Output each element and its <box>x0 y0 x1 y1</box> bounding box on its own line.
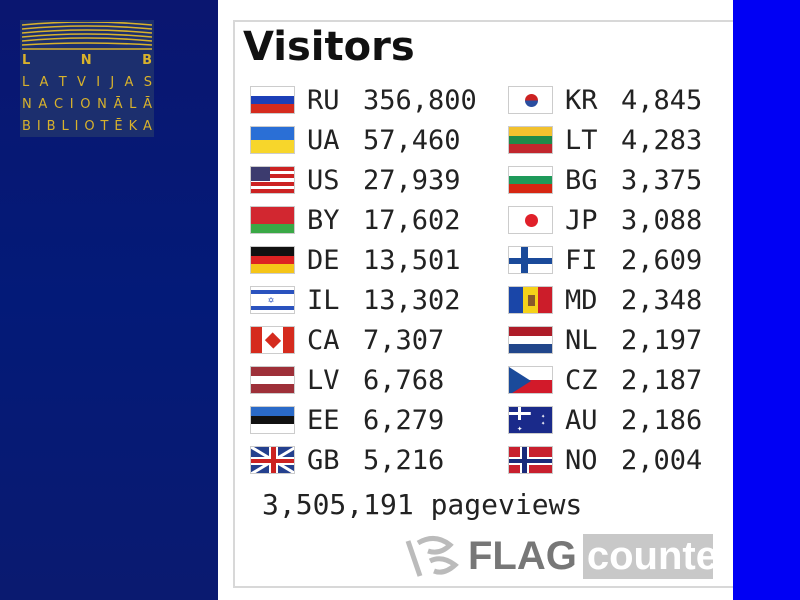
flag-ca-icon <box>250 326 295 354</box>
flag-kr-icon <box>508 86 553 114</box>
flag-us-icon <box>250 166 295 194</box>
country-row: BG 3,375 <box>508 162 702 198</box>
brand-counter-text: counter <box>582 533 713 579</box>
country-row: LV 6,768 <box>250 362 444 398</box>
visitor-count: 6,279 <box>363 404 445 436</box>
flag-ua-icon <box>250 126 295 154</box>
flag-bg-icon <box>508 166 553 194</box>
flag-md-icon <box>508 286 553 314</box>
country-row: CZ 2,187 <box>508 362 702 398</box>
country-row: MD 2,348 <box>508 282 702 318</box>
country-row: ✦ ✦ ✦ AU 2,186 <box>508 402 702 438</box>
flag-ee-icon <box>250 406 295 434</box>
visitor-count: 5,216 <box>363 444 445 476</box>
visitor-count: 2,187 <box>621 364 703 396</box>
country-row: EE 6,279 <box>250 402 444 438</box>
country-code: NO <box>565 444 598 476</box>
country-code: US <box>307 164 340 196</box>
visitor-count: 17,602 <box>363 204 461 236</box>
flag-gb-icon <box>250 446 295 474</box>
country-code: CA <box>307 324 340 356</box>
country-code: RU <box>307 84 340 116</box>
visitor-count: 13,302 <box>363 284 461 316</box>
visitor-count: 4,845 <box>621 84 703 116</box>
country-code: BG <box>565 164 598 196</box>
visitor-count: 57,460 <box>363 124 461 156</box>
country-code: KR <box>565 84 598 116</box>
visitor-count: 2,186 <box>621 404 703 436</box>
country-row: BY 17,602 <box>250 202 461 238</box>
flag-counter-widget[interactable] <box>233 20 753 588</box>
country-row: DE 13,501 <box>250 242 461 278</box>
country-row: NL 2,197 <box>508 322 702 358</box>
flag-jp-icon <box>508 206 553 234</box>
country-row: GB 5,216 <box>250 442 444 478</box>
waves-icon <box>22 22 152 50</box>
logo-letter: N <box>80 53 92 68</box>
country-code: FI <box>565 244 598 276</box>
country-row: FI 2,609 <box>508 242 702 278</box>
visitor-count: 4,283 <box>621 124 703 156</box>
country-code: LT <box>565 124 598 156</box>
flag-lv-icon <box>250 366 295 394</box>
flag-no-icon <box>508 446 553 474</box>
country-code: UA <box>307 124 340 156</box>
visitor-count: 13,501 <box>363 244 461 276</box>
visitor-count: 3,375 <box>621 164 703 196</box>
country-row: LT 4,283 <box>508 122 702 158</box>
country-row: KR 4,845 <box>508 82 702 118</box>
flag-counter-brand[interactable]: FLAG counter <box>400 530 713 582</box>
flag-il-icon: ✡ <box>250 286 295 314</box>
flag-by-icon <box>250 206 295 234</box>
country-code: CZ <box>565 364 598 396</box>
country-code: BY <box>307 204 340 236</box>
country-code: LV <box>307 364 340 396</box>
widget-title: Visitors <box>243 24 415 70</box>
logo-letter: B <box>142 53 152 68</box>
country-row: US 27,939 <box>250 162 461 198</box>
country-row: JP 3,088 <box>508 202 702 238</box>
visitor-count: 356,800 <box>363 84 477 116</box>
country-code: JP <box>565 204 598 236</box>
logo-letter: L <box>22 53 31 68</box>
country-code: EE <box>307 404 340 436</box>
country-row: ✡ IL 13,302 <box>250 282 461 318</box>
pageviews: 3,505,191 pageviews <box>262 488 583 521</box>
visitor-count: 7,307 <box>363 324 445 356</box>
flag-de-icon <box>250 246 295 274</box>
flag-nl-icon <box>508 326 553 354</box>
country-code: IL <box>307 284 340 316</box>
flag-cz-icon <box>508 366 553 394</box>
visitor-count: 3,088 <box>621 204 703 236</box>
country-code: NL <box>565 324 598 356</box>
flag-lt-icon <box>508 126 553 154</box>
country-code: MD <box>565 284 598 316</box>
visitor-count: 27,939 <box>363 164 461 196</box>
country-row: NO 2,004 <box>508 442 702 478</box>
visitor-count: 2,348 <box>621 284 703 316</box>
flag-au-icon: ✦ ✦ ✦ <box>508 406 553 434</box>
country-code: DE <box>307 244 340 276</box>
country-row: CA 7,307 <box>250 322 444 358</box>
flag-counter-logo-icon <box>405 536 459 577</box>
flag-fi-icon <box>508 246 553 274</box>
brand-flag-text: FLAG <box>468 533 577 578</box>
country-code: GB <box>307 444 340 476</box>
country-row: UA 57,460 <box>250 122 461 158</box>
visitor-count: 2,609 <box>621 244 703 276</box>
country-row: RU 356,800 <box>250 82 477 118</box>
country-code: AU <box>565 404 598 436</box>
visitor-count: 2,197 <box>621 324 703 356</box>
right-strip <box>733 0 800 600</box>
flag-ru-icon <box>250 86 295 114</box>
visitor-count: 6,768 <box>363 364 445 396</box>
visitor-count: 2,004 <box>621 444 703 476</box>
